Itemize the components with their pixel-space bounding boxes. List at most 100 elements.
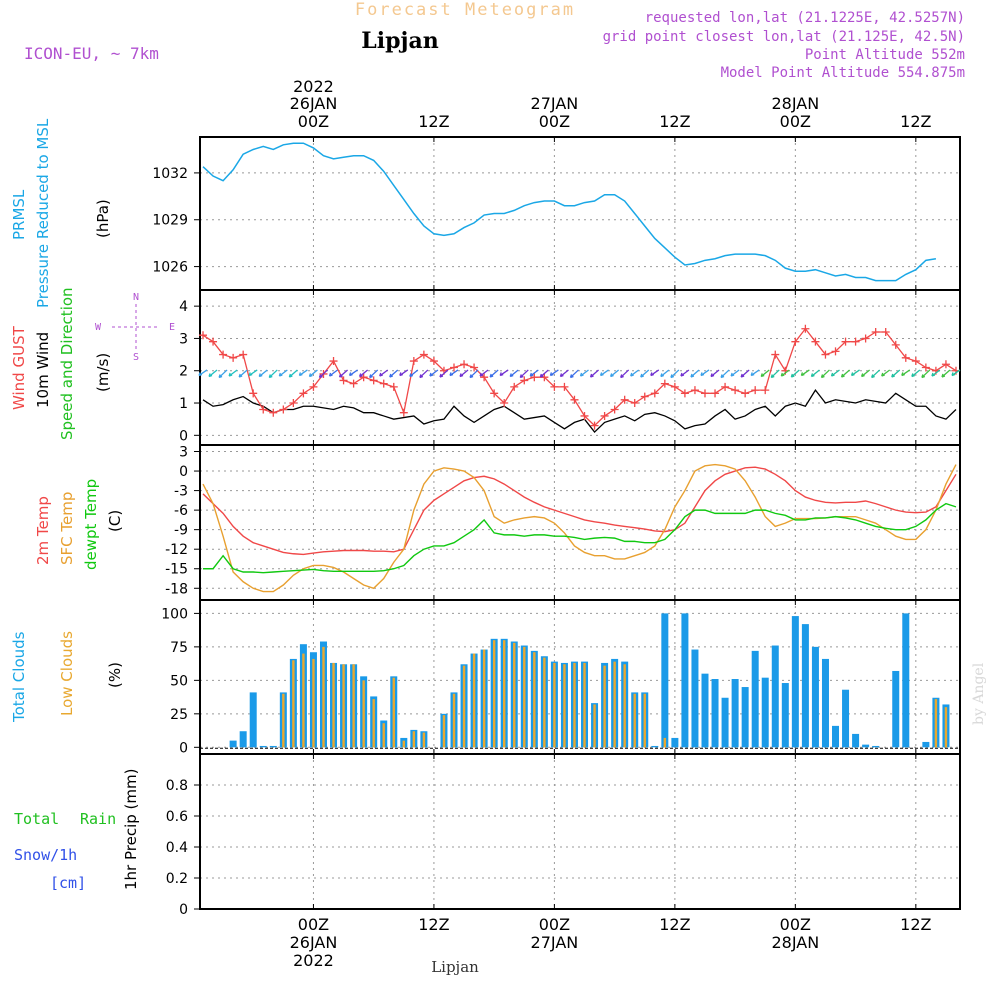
wind-arrow-head — [660, 373, 665, 378]
total-cloud-bar — [771, 645, 779, 748]
bottom-axis-year: 2022 — [293, 951, 334, 970]
wind-arrow-head — [198, 372, 203, 377]
wind-arrow-shaft — [389, 369, 399, 378]
wind-arrow-shaft — [268, 369, 278, 378]
wind-arrow-head — [459, 373, 464, 378]
total-cloud-bar — [731, 679, 739, 748]
wind-gust-point — [901, 353, 910, 362]
wind-arrow-head — [820, 374, 825, 379]
wind-gust-point — [199, 331, 208, 340]
wind-arrow-head — [258, 373, 263, 378]
total-cloud-bar — [791, 616, 799, 748]
low-cloud-bar — [302, 653, 305, 748]
wind-arrow-head — [389, 373, 393, 378]
wind-arrow-shaft — [770, 369, 780, 378]
wind-gust-point — [921, 363, 930, 372]
wind-gust-point — [279, 405, 288, 414]
wind-gust-point — [409, 357, 418, 366]
low-cloud-bar — [342, 664, 345, 748]
cloud-unit: (%) — [106, 662, 124, 688]
low-cloud-bar — [282, 693, 285, 748]
wind-arrow-head — [901, 372, 905, 377]
temperature-ytick-label: -9 — [174, 523, 188, 539]
total-cloud-bar — [872, 745, 880, 748]
wind-gust-point — [329, 357, 338, 366]
low-cloud-bar — [523, 646, 526, 748]
wind-arrow-head — [539, 373, 544, 378]
wind-arrow-head — [318, 374, 323, 379]
pressure-panel-labels: PRMSL Pressure Reduced to MSL (hPa) — [10, 118, 112, 308]
wind-gust-point — [801, 324, 810, 333]
temp-label-dewpt: dewpt Temp — [82, 479, 100, 570]
precip-panel-labels: Total Rain Snow/1h [cm] 1hr Precip (mm) — [14, 769, 140, 892]
wind-gust-point — [419, 350, 428, 359]
cloud-label-total: Total Clouds — [10, 631, 28, 723]
low-cloud-bar — [593, 704, 596, 748]
wind-arrow-head — [730, 372, 735, 377]
wind-arrow-head — [850, 372, 855, 377]
total-cloud-bar — [852, 733, 860, 748]
bottom-axis-date: 26JAN — [290, 933, 338, 952]
pressure-panel: 1026 1029 1032 — [152, 136, 961, 291]
bottom-axis-time: 12Z — [659, 915, 690, 934]
bottom-axis-time: 00Z — [780, 915, 811, 934]
wind-arrow-shaft — [690, 369, 700, 378]
wind-arrow-head — [238, 373, 243, 378]
precip-ytick-label: 0.2 — [166, 871, 188, 887]
wind-arrow-head — [740, 373, 745, 378]
low-cloud-bar — [934, 699, 938, 748]
wind-gust-point — [711, 389, 720, 398]
total-cloud-bar — [862, 744, 870, 748]
wind-arrow-head — [359, 373, 363, 378]
wind-arrow-head — [288, 373, 293, 378]
total-cloud-bar — [269, 745, 277, 748]
model-label: ICON-EU, ~ 7km — [24, 44, 159, 63]
wind-arrow-head — [620, 374, 624, 379]
wind-gust-point — [239, 350, 248, 359]
wind-arrow-shaft — [841, 369, 850, 378]
footer-location: Lipjan — [431, 958, 479, 976]
temperature-ytick-label: -3 — [174, 484, 188, 500]
precip-ytick-label: 0.8 — [166, 778, 188, 794]
wind-gust-point — [219, 350, 228, 359]
wind-arrow-head — [830, 372, 835, 377]
precip-label-rain: Rain — [80, 810, 116, 828]
wind-gust-point — [510, 382, 519, 391]
wind-arrow-head — [810, 373, 815, 378]
low-cloud-bar — [332, 662, 335, 748]
precip-ytick-label: 0 — [179, 902, 188, 918]
wind-gust-point — [249, 389, 258, 398]
low-cloud-bar — [563, 664, 566, 748]
wind-arrow-head — [449, 372, 454, 377]
wind-gust-point — [299, 389, 308, 398]
temp-unit: (C) — [106, 510, 124, 532]
top-axis-time: 12Z — [418, 112, 449, 131]
wind-gust-point — [911, 357, 920, 366]
low-cloud-bar — [312, 658, 315, 748]
low-cloud-bar — [944, 707, 948, 748]
wind-gust-point — [650, 389, 659, 398]
clouds-ytick-label: 0 — [179, 740, 188, 756]
wind-label-gust: Wind GUST — [10, 325, 28, 410]
wind-gust-point — [369, 376, 378, 385]
wind-gust-point — [500, 399, 509, 408]
wind-arrow-head — [208, 373, 213, 378]
wind-arrow-head — [670, 374, 675, 379]
precip-ytick-label: 0.6 — [166, 809, 188, 825]
wind-arrow-head — [610, 373, 614, 378]
wind-arrow-head — [750, 372, 755, 377]
pressure-line — [202, 142, 937, 282]
wind-label-speed-dir: Speed and Direction — [58, 287, 76, 440]
precip-ytick-label: 0.4 — [166, 840, 188, 856]
credit-watermark: by Angel — [971, 662, 987, 725]
wind-gust-point — [269, 408, 278, 417]
wind-speed-line — [202, 388, 957, 434]
compass-e: E — [169, 322, 175, 333]
wind-gust-point — [289, 399, 298, 408]
pressure-ytick-label: 1029 — [152, 213, 188, 229]
total-cloud-bar — [691, 649, 699, 748]
wind-arrow-shaft — [539, 369, 549, 378]
wind-arrow-head — [599, 372, 604, 377]
